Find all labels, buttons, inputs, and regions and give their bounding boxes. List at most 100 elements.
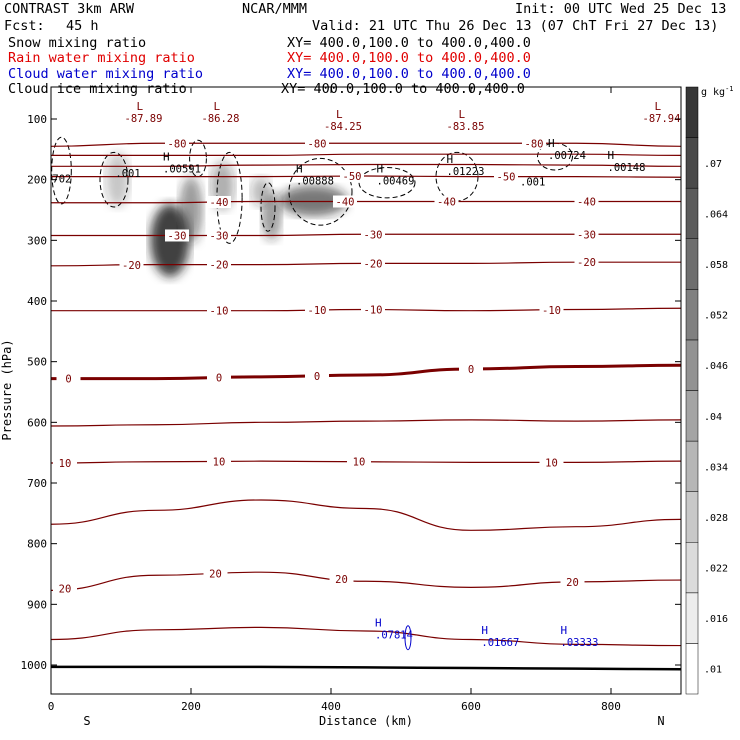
- extrema-value: .001: [520, 177, 545, 189]
- contour-label: 0: [468, 364, 474, 376]
- contour-label: -20: [577, 257, 596, 269]
- header-fcst-value: 45 h: [66, 18, 99, 34]
- contour-label: -10: [364, 305, 383, 317]
- contour-label: -50: [497, 172, 516, 184]
- contour-label: -20: [210, 260, 229, 272]
- contour-label: 10: [59, 458, 72, 470]
- header-center-title: NCAR/MMM: [242, 1, 307, 17]
- contour-label: -80: [168, 138, 187, 150]
- header-fcst-label: Fcst:: [4, 18, 45, 34]
- contour-label-bg: [329, 573, 354, 586]
- temperature-contour: [51, 626, 681, 647]
- colorbar-segment: [685, 86, 699, 138]
- snow-blob: [179, 176, 203, 244]
- contour-label-bg: [305, 369, 329, 382]
- y-tick-label: 600: [27, 416, 47, 429]
- contour-label-bg: [207, 195, 231, 208]
- contour-label: -80: [525, 138, 544, 150]
- colorbar-segment: [685, 289, 699, 341]
- contour-label: 10: [545, 457, 558, 469]
- contour-label-bg: [207, 304, 231, 317]
- extrema-letter: L: [655, 100, 662, 113]
- extrema-letter: H: [163, 150, 170, 163]
- extrema-letter: L: [214, 100, 221, 113]
- contour-label: -40: [437, 197, 456, 209]
- y-tick-label: 400: [27, 295, 47, 308]
- temperature-contour: [51, 571, 681, 591]
- contour-label: -10: [308, 305, 327, 317]
- x-axis-label: Distance (km): [319, 714, 413, 728]
- colorbar-units: g kg-1: [701, 85, 734, 98]
- extrema-letter: H: [377, 163, 384, 176]
- cloud-ice-contours: [51, 136, 573, 244]
- colorbar-units-base: g kg: [701, 87, 725, 98]
- extrema-letter: L: [336, 108, 343, 121]
- extrema-letter: L: [137, 100, 144, 113]
- contour-label-bg: [53, 582, 77, 595]
- ground-line: [51, 665, 681, 671]
- x-tick-label: 800: [601, 700, 621, 713]
- snow-mixing-ratio-field: [105, 152, 348, 277]
- contour-label-bg: [361, 303, 385, 316]
- contour-label-bg: [165, 229, 189, 242]
- y-tick-label: 800: [27, 538, 47, 551]
- colorbar-label: .022: [704, 564, 728, 575]
- extrema-value: -87.89: [125, 113, 163, 125]
- contour-label-bg: [574, 195, 599, 208]
- x-tick-label: 200: [181, 700, 201, 713]
- cloud-water-extrema-letter: H: [375, 616, 382, 629]
- contour-label: 20: [566, 577, 579, 589]
- contour-label: 20: [335, 574, 348, 586]
- cloud-water-extrema-value: .07814: [375, 629, 413, 641]
- extrema-value: .00724: [548, 150, 586, 162]
- contour-label: -40: [577, 197, 596, 209]
- extrema-value: -84.25: [324, 121, 362, 133]
- snow-blob: [279, 185, 348, 217]
- extrema-value: .00591: [163, 163, 201, 175]
- x-axis: 0 200 400 600 800: [48, 87, 621, 713]
- contour-label-bg: [560, 576, 585, 589]
- contour-label-bg: [574, 228, 599, 241]
- x-tick-label: 600: [461, 700, 481, 713]
- contour-label: 20: [209, 568, 222, 580]
- extrema-value: -86.28: [202, 113, 240, 125]
- y-tick-label: 1000: [21, 659, 48, 672]
- extrema-value: 702: [52, 174, 71, 186]
- contour-label: -20: [364, 258, 383, 270]
- field-name-rain: Rain water mixing ratio: [8, 50, 195, 66]
- contour-label-bg: [53, 456, 77, 469]
- contour-label-bg: [347, 455, 371, 468]
- temperature-contour: [51, 163, 681, 167]
- colorbar-label: .046: [704, 361, 728, 372]
- contour-label: -30: [168, 230, 187, 242]
- contour-label-bg: [56, 372, 81, 385]
- extrema-value: .00469: [377, 176, 415, 188]
- y-tick-label: 900: [27, 598, 47, 611]
- colorbar: g kg-1 .01 .016 .022 .028 .034 .04 .046 .052 .05…: [685, 85, 734, 695]
- contour-label: 10: [213, 456, 226, 468]
- colorbar-label: .034: [704, 462, 728, 473]
- contour-label-bg: [539, 456, 564, 469]
- y-tick-label: 500: [27, 356, 47, 369]
- temperature-contour: [51, 419, 681, 427]
- contour-label: -20: [122, 260, 141, 272]
- x-tick-label: 0: [48, 700, 55, 713]
- field-xy-rain: XY= 400.0,100.0 to 400.0,400.0: [287, 50, 531, 66]
- cloud-ice-contour: [358, 167, 416, 199]
- contour-label-bg: [305, 304, 329, 317]
- colorbar-segment: [685, 592, 699, 644]
- contour-label-bg: [207, 455, 231, 468]
- colorbar-label: .01: [704, 665, 722, 676]
- extrema-value: -87.94: [643, 113, 681, 125]
- contour-label-bg: [522, 137, 546, 150]
- header-init: Init: 00 UTC Wed 25 Dec 13: [515, 1, 726, 17]
- colorbar-label: .064: [704, 209, 728, 220]
- extrema-value: .01223: [447, 166, 485, 178]
- contour-label-bg: [361, 228, 385, 241]
- temperature-contour: [51, 142, 681, 147]
- colorbar-segment: [685, 390, 699, 442]
- plot-area: -80 -80 -80 -50 -50 -40 -40 -40 -40 -30 -30 -30 -30 -…: [21, 86, 682, 713]
- colorbar-segment: [685, 542, 699, 594]
